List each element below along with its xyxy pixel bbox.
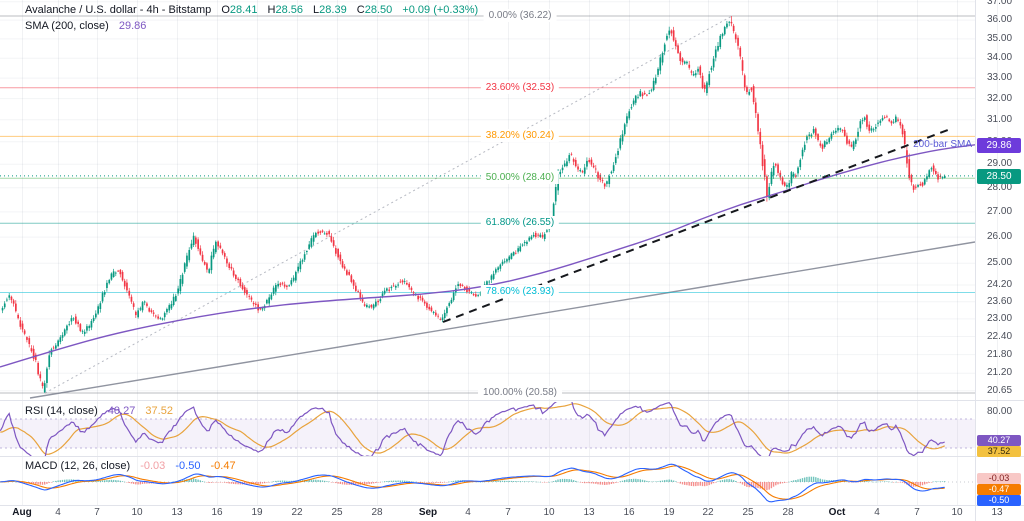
time-label: 28 [371, 507, 383, 518]
price-axis-label: 37.00 [986, 0, 1013, 7]
rsi-legend-label: RSI (14, close) [25, 405, 98, 417]
price-axis-label: 32.00 [986, 93, 1013, 104]
rsi-ma-legend-value: 37.52 [145, 405, 173, 417]
rsi-legend[interactable]: RSI (14, close) 40.27 37.52 [25, 404, 173, 418]
trend-drawings[interactable] [29, 15, 975, 399]
ohlc-low-value: 28.39 [319, 4, 347, 16]
time-label: 16 [623, 507, 635, 518]
price-axis-label: 23.60 [986, 296, 1013, 307]
rsi-axis-label: 80.00 [986, 406, 1013, 417]
macd-pane[interactable] [0, 463, 975, 503]
macd-hist-axis-badge: -0.03 [977, 473, 1021, 484]
ohlc-close-value: 28.50 [364, 4, 393, 16]
price-axis-label: 33.00 [986, 72, 1013, 83]
macd-line-axis-badge: -0.50 [977, 495, 1021, 506]
sma-legend[interactable]: SMA (200, close) 29.86 [25, 19, 146, 33]
sma-axis-badge: 29.86 [977, 138, 1021, 153]
time-label: 10 [543, 507, 555, 518]
time-label: 19 [663, 507, 675, 518]
time-label: 13 [171, 507, 183, 518]
rsi-ma-axis-badge: 37.52 [977, 446, 1021, 457]
fib-label-50.00%[interactable]: 50.00% (28.40) [480, 171, 560, 184]
time-label-month: Sep [418, 507, 438, 518]
price-axis-label: 36.00 [986, 14, 1013, 25]
time-label: 13 [991, 507, 1003, 518]
price-axis-label: 21.20 [986, 367, 1013, 378]
price-axis-label: 21.80 [986, 349, 1013, 360]
fib-label-78.60%[interactable]: 78.60% (23.93) [480, 285, 560, 298]
ohlc-open-value: 28.41 [229, 4, 258, 16]
time-label: 4 [465, 507, 471, 518]
time-label: 13 [583, 507, 595, 518]
macd-line [0, 463, 945, 503]
rsi-band [0, 419, 975, 448]
time-label: 22 [702, 507, 714, 518]
symbol-title: Avalanche / U.S. dollar - 4h - Bitstamp [25, 4, 212, 16]
price-axis-label: 26.00 [986, 231, 1013, 242]
time-label: 10 [131, 507, 143, 518]
support-trendline[interactable] [29, 241, 975, 399]
time-label: 4 [55, 507, 61, 518]
ohlc-close-label: C28.50 [356, 4, 393, 16]
time-label: 7 [94, 507, 100, 518]
rsi-ma-line [0, 403, 945, 455]
price-axis-label: 35.00 [986, 33, 1013, 44]
fib-label-61.80%[interactable]: 61.80% (26.55) [480, 216, 560, 229]
macd-signal-legend-value: -0.47 [210, 460, 236, 472]
time-label: 22 [291, 507, 303, 518]
time-label-month: Aug [12, 507, 32, 518]
price-axis-badge: 28.50 [977, 169, 1021, 184]
price-axis-label: 29.00 [986, 158, 1013, 169]
time-label: 25 [331, 507, 343, 518]
sma-200-line[interactable] [0, 144, 975, 368]
rsi-axis-badge: 40.27 [977, 435, 1021, 446]
fib-label-23.60%[interactable]: 23.60% (32.53) [480, 81, 560, 94]
price-axis-label: 25.00 [986, 257, 1013, 268]
ohlc-open-label: O28.41 [221, 4, 258, 16]
price-axis-label: 27.00 [986, 206, 1013, 217]
time-label: 10 [951, 507, 963, 518]
sma-callout-label[interactable]: 200-bar SMA [913, 139, 972, 150]
price-axis-label: 20.65 [986, 385, 1013, 396]
sma-legend-value: 29.86 [118, 20, 147, 32]
fib-label-38.20%[interactable]: 38.20% (30.24) [480, 129, 560, 142]
price-axis-label: 34.00 [986, 52, 1013, 63]
price-axis-label: 24.20 [986, 279, 1013, 290]
price-axis-label: 31.00 [986, 114, 1013, 125]
rsi-legend-value: 40.27 [107, 405, 136, 417]
time-label-month: Oct [828, 507, 846, 518]
ohlc-high-label: H28.56 [267, 4, 303, 16]
time-label: 28 [782, 507, 794, 518]
rsi-pane[interactable] [0, 400, 975, 462]
price-axis-label: 23.00 [986, 313, 1013, 324]
macd-legend-label: MACD (12, 26, close) [25, 460, 131, 472]
macd-hist-legend-value: -0.03 [140, 460, 166, 472]
candles[interactable] [1, 16, 946, 393]
price-axis-label: 22.40 [986, 331, 1013, 342]
time-label: 7 [914, 507, 920, 518]
macd-legend[interactable]: MACD (12, 26, close) -0.03 -0.50 -0.47 [25, 459, 236, 473]
sma-legend-label: SMA (200, close) [25, 20, 109, 32]
ohlc-low-label: L28.39 [313, 4, 347, 16]
macd-line-legend-value: -0.50 [175, 460, 201, 472]
time-label: 25 [742, 507, 754, 518]
gridlines [0, 0, 998, 505]
time-label: 4 [874, 507, 880, 518]
fib-label-100.00%[interactable]: 100.00% (20.58) [478, 386, 562, 399]
price-change: +0.09 (+0.33%) [402, 4, 479, 16]
macd-signal-axis-badge: -0.47 [977, 484, 1021, 495]
time-label: 16 [211, 507, 223, 518]
price-axis-label: 28.00 [986, 182, 1013, 193]
fib-diagonal-dotted-line[interactable] [44, 15, 733, 394]
symbol-legend[interactable]: Avalanche / U.S. dollar - 4h - Bitstamp … [25, 3, 478, 17]
time-label: 7 [505, 507, 511, 518]
time-label: 19 [251, 507, 263, 518]
rsi-line [0, 402, 945, 456]
fib-label-0.00%[interactable]: 0.00% (36.22) [483, 9, 557, 22]
ohlc-high-value: 28.56 [275, 4, 303, 16]
